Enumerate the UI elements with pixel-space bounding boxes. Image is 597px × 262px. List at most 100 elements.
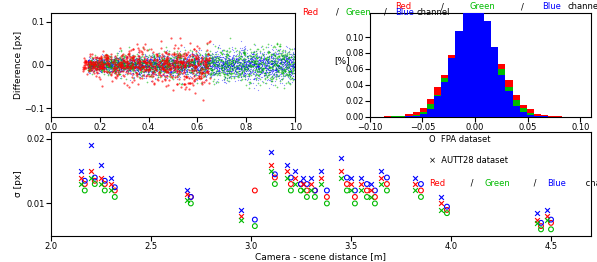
Point xyxy=(129,66,139,70)
Point xyxy=(190,53,200,58)
Point xyxy=(86,60,96,64)
Point xyxy=(164,65,173,69)
Point xyxy=(169,70,179,74)
Point xyxy=(216,66,226,70)
Point xyxy=(96,62,105,66)
Point xyxy=(259,52,269,56)
Point xyxy=(96,62,105,66)
Point xyxy=(168,58,178,62)
Point xyxy=(226,48,235,53)
Point xyxy=(131,70,141,74)
Point xyxy=(181,59,190,63)
Point xyxy=(191,56,201,60)
Point xyxy=(113,60,123,64)
Point xyxy=(279,83,288,87)
Point xyxy=(244,71,254,75)
Point xyxy=(87,62,96,66)
Point xyxy=(80,56,90,60)
Point xyxy=(248,50,258,54)
Point xyxy=(177,61,187,66)
Point xyxy=(98,62,107,66)
Point xyxy=(100,66,110,70)
Point xyxy=(207,71,216,75)
Point xyxy=(171,64,180,68)
Point xyxy=(239,63,248,68)
Point xyxy=(116,63,125,68)
Point xyxy=(282,56,291,61)
Point xyxy=(187,67,196,71)
Point xyxy=(183,63,193,67)
Point xyxy=(121,63,131,67)
Point xyxy=(85,64,95,69)
Point xyxy=(233,78,242,82)
Point xyxy=(159,66,169,70)
Point xyxy=(97,58,107,62)
Point xyxy=(173,67,183,71)
Point xyxy=(290,176,300,180)
Point xyxy=(276,57,286,61)
Point xyxy=(159,65,168,69)
Point xyxy=(141,59,150,64)
Point xyxy=(171,63,180,68)
Point xyxy=(84,67,93,71)
Point xyxy=(141,69,150,73)
Point xyxy=(141,61,150,65)
Point xyxy=(275,42,285,47)
Point xyxy=(290,47,299,52)
Point xyxy=(115,63,125,68)
Point xyxy=(175,67,184,71)
Point xyxy=(110,67,119,71)
Point xyxy=(153,65,162,69)
Point xyxy=(257,69,266,73)
Point xyxy=(229,62,238,66)
Point xyxy=(241,65,250,69)
Point xyxy=(223,64,232,68)
Point xyxy=(108,62,118,67)
Point xyxy=(134,66,144,70)
Point xyxy=(219,68,228,72)
Point xyxy=(202,66,211,70)
Point xyxy=(210,64,219,68)
Point xyxy=(180,59,189,63)
Point xyxy=(146,68,155,73)
Point xyxy=(107,63,116,68)
Point xyxy=(270,62,279,66)
Point xyxy=(134,64,143,69)
Point xyxy=(96,66,106,70)
Point xyxy=(180,62,189,66)
Point xyxy=(137,64,147,68)
Point xyxy=(99,60,109,64)
Point xyxy=(139,61,149,66)
Point xyxy=(436,208,446,212)
Point xyxy=(217,64,226,68)
Point xyxy=(259,66,269,70)
Point xyxy=(123,69,133,74)
Point xyxy=(119,67,128,72)
Point xyxy=(123,63,133,67)
Point xyxy=(101,63,111,67)
Point xyxy=(109,64,119,68)
Point xyxy=(276,66,285,70)
Point xyxy=(161,61,170,66)
Point xyxy=(159,62,168,66)
Point xyxy=(110,195,119,199)
Point xyxy=(190,77,200,81)
Point xyxy=(220,58,230,63)
Point xyxy=(235,61,245,66)
Point xyxy=(183,57,193,62)
Point xyxy=(182,198,192,202)
Point xyxy=(95,63,104,67)
Point xyxy=(239,59,249,63)
Point xyxy=(86,59,96,64)
Point xyxy=(188,54,198,58)
Point xyxy=(196,68,206,72)
Point xyxy=(144,70,153,74)
Point xyxy=(150,54,159,58)
Point xyxy=(130,57,139,61)
Point xyxy=(226,62,236,66)
Point xyxy=(134,72,143,77)
Point xyxy=(261,70,270,74)
Point xyxy=(223,65,232,69)
Point xyxy=(117,64,127,69)
Point xyxy=(150,70,159,74)
